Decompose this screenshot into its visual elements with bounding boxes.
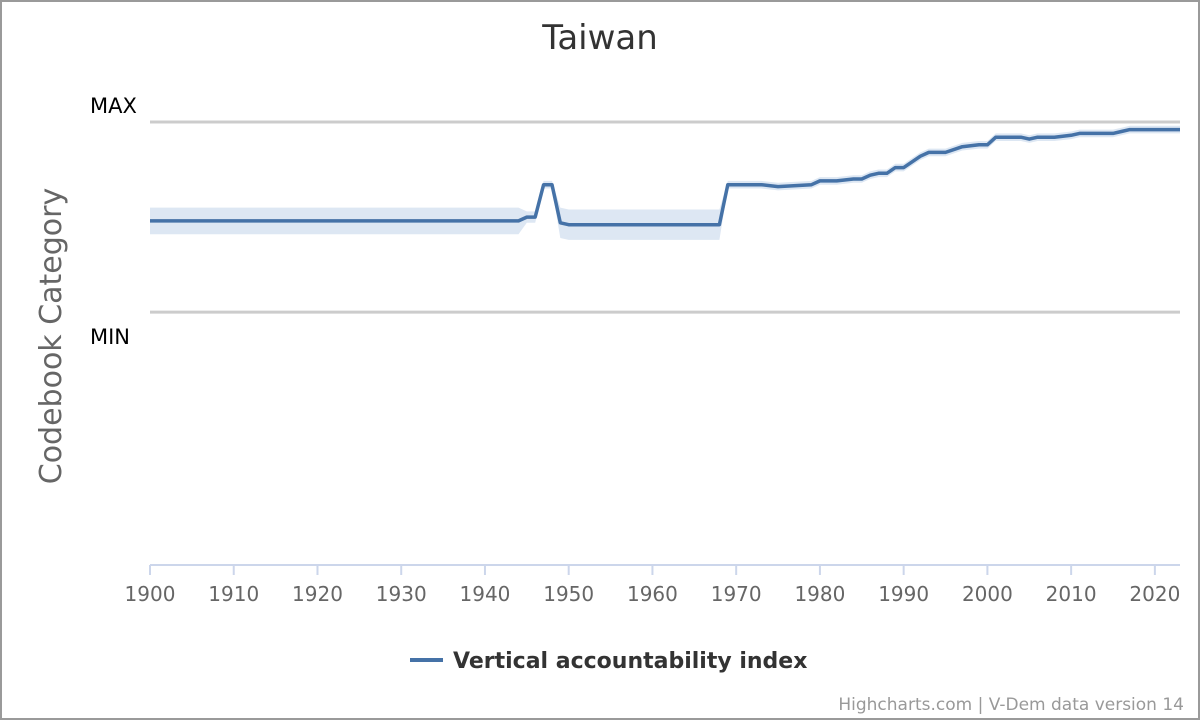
confidence-band [150,125,1180,240]
x-tick-label-2000: 2000 [962,582,1013,606]
y-axis-label: Codebook Category [34,188,69,485]
legend-item-vertical-accountability-index[interactable]: Vertical accountability index [453,649,807,674]
confidence-band-layer [150,125,1180,240]
chart-title: Taiwan [541,18,658,58]
x-axis: 1900 1910 1920 1930 1940 1950 1960 1970 1980 1990… [125,564,1180,606]
x-tick-label-1980: 1980 [794,582,845,606]
x-tick-label-1950: 1950 [543,582,594,606]
x-tick-label-1970: 1970 [711,582,762,606]
credits-text[interactable]: Highcharts.com | V-Dem data version 14 [838,695,1184,715]
legend[interactable]: Vertical accountability index [410,649,807,674]
x-tick-label-1930: 1930 [376,582,427,606]
x-tick-label-1940: 1940 [460,582,511,606]
series-layer [150,127,1180,227]
x-tick-label-1900: 1900 [125,582,176,606]
x-tick-label-2010: 2010 [1046,582,1097,606]
x-tick-label-2020: 2020 [1129,582,1180,606]
x-tick-label-1990: 1990 [878,582,929,606]
plot-lines: MAX MIN [90,94,1180,349]
x-tick-label-1960: 1960 [627,582,678,606]
min-plot-line-label: MIN [90,325,130,349]
max-plot-line-label: MAX [90,94,137,118]
x-tick-label-1910: 1910 [208,582,259,606]
x-tick-label-1920: 1920 [292,582,343,606]
series-line-vertical-accountability-index[interactable] [150,127,1180,227]
